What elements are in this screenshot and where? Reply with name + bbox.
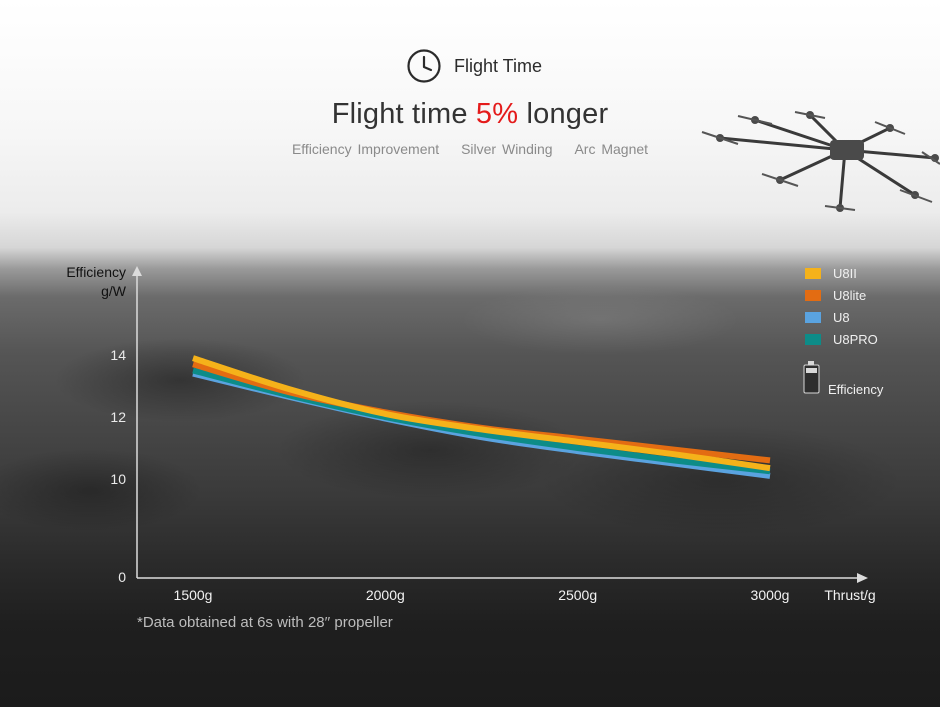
x-tick-label: 2500g xyxy=(558,587,597,603)
series-line-u8lite xyxy=(192,361,771,464)
y-axis-arrow xyxy=(132,266,142,276)
x-axis-arrow xyxy=(857,573,868,583)
clock-icon xyxy=(407,49,441,83)
legend-label-efficiency: Efficiency xyxy=(828,382,884,397)
legend-swatch xyxy=(805,268,821,279)
chart-legend: U8II U8lite U8 U8PRO Efficiency xyxy=(803,266,884,397)
y-tick-label: 10 xyxy=(110,471,126,487)
feature-silver-winding: Silver Winding xyxy=(461,141,553,157)
section-heading: Flight Time xyxy=(8,48,940,84)
headline-suffix: longer xyxy=(518,98,609,130)
x-tick-label: 3000g xyxy=(751,587,790,603)
legend-label: U8PRO xyxy=(833,332,878,347)
y-tick-label: 0 xyxy=(118,569,126,585)
footnote: *Data obtained at 6s with 28′′ propeller xyxy=(137,614,393,631)
series-line-u8ii xyxy=(192,355,771,472)
feature-list: Efficiency Improvement Silver Winding Ar… xyxy=(0,141,940,157)
battery-icon xyxy=(803,361,820,394)
legend-swatch xyxy=(805,312,821,323)
series-line-u8pro xyxy=(192,367,771,475)
drone-icon xyxy=(701,111,940,212)
feature-efficiency: Efficiency Improvement xyxy=(291,141,440,157)
chart-axes xyxy=(132,266,868,583)
legend-label: U8lite xyxy=(833,288,866,303)
headline-prefix: Flight time xyxy=(331,98,476,130)
y-ticks: 0 10 12 14 xyxy=(110,347,126,585)
legend-swatch xyxy=(805,334,821,345)
header: Flight Time Flight time 5% longer Effici… xyxy=(0,48,940,157)
x-ticks: 1500g 2000g 2500g 3000g xyxy=(174,587,790,603)
y-tick-label: 12 xyxy=(110,409,126,425)
headline-highlight: 5% xyxy=(475,98,519,130)
x-tick-label: 1500g xyxy=(174,587,213,603)
legend-swatch xyxy=(805,290,821,301)
y-axis-label-line2: g/W xyxy=(101,283,127,299)
y-axis-label-line1: Efficiency xyxy=(66,264,126,280)
legend-label: U8II xyxy=(833,266,857,281)
legend-label: U8 xyxy=(833,310,850,325)
x-tick-label: 2000g xyxy=(366,587,405,603)
x-axis-label: Thrust/g xyxy=(824,587,875,603)
chart-series xyxy=(192,355,771,479)
y-tick-label: 14 xyxy=(110,347,126,363)
feature-arc-magnet: Arc Magnet xyxy=(574,141,649,157)
headline: Flight time 5% longer xyxy=(0,98,940,131)
section-title: Flight Time xyxy=(453,55,543,76)
